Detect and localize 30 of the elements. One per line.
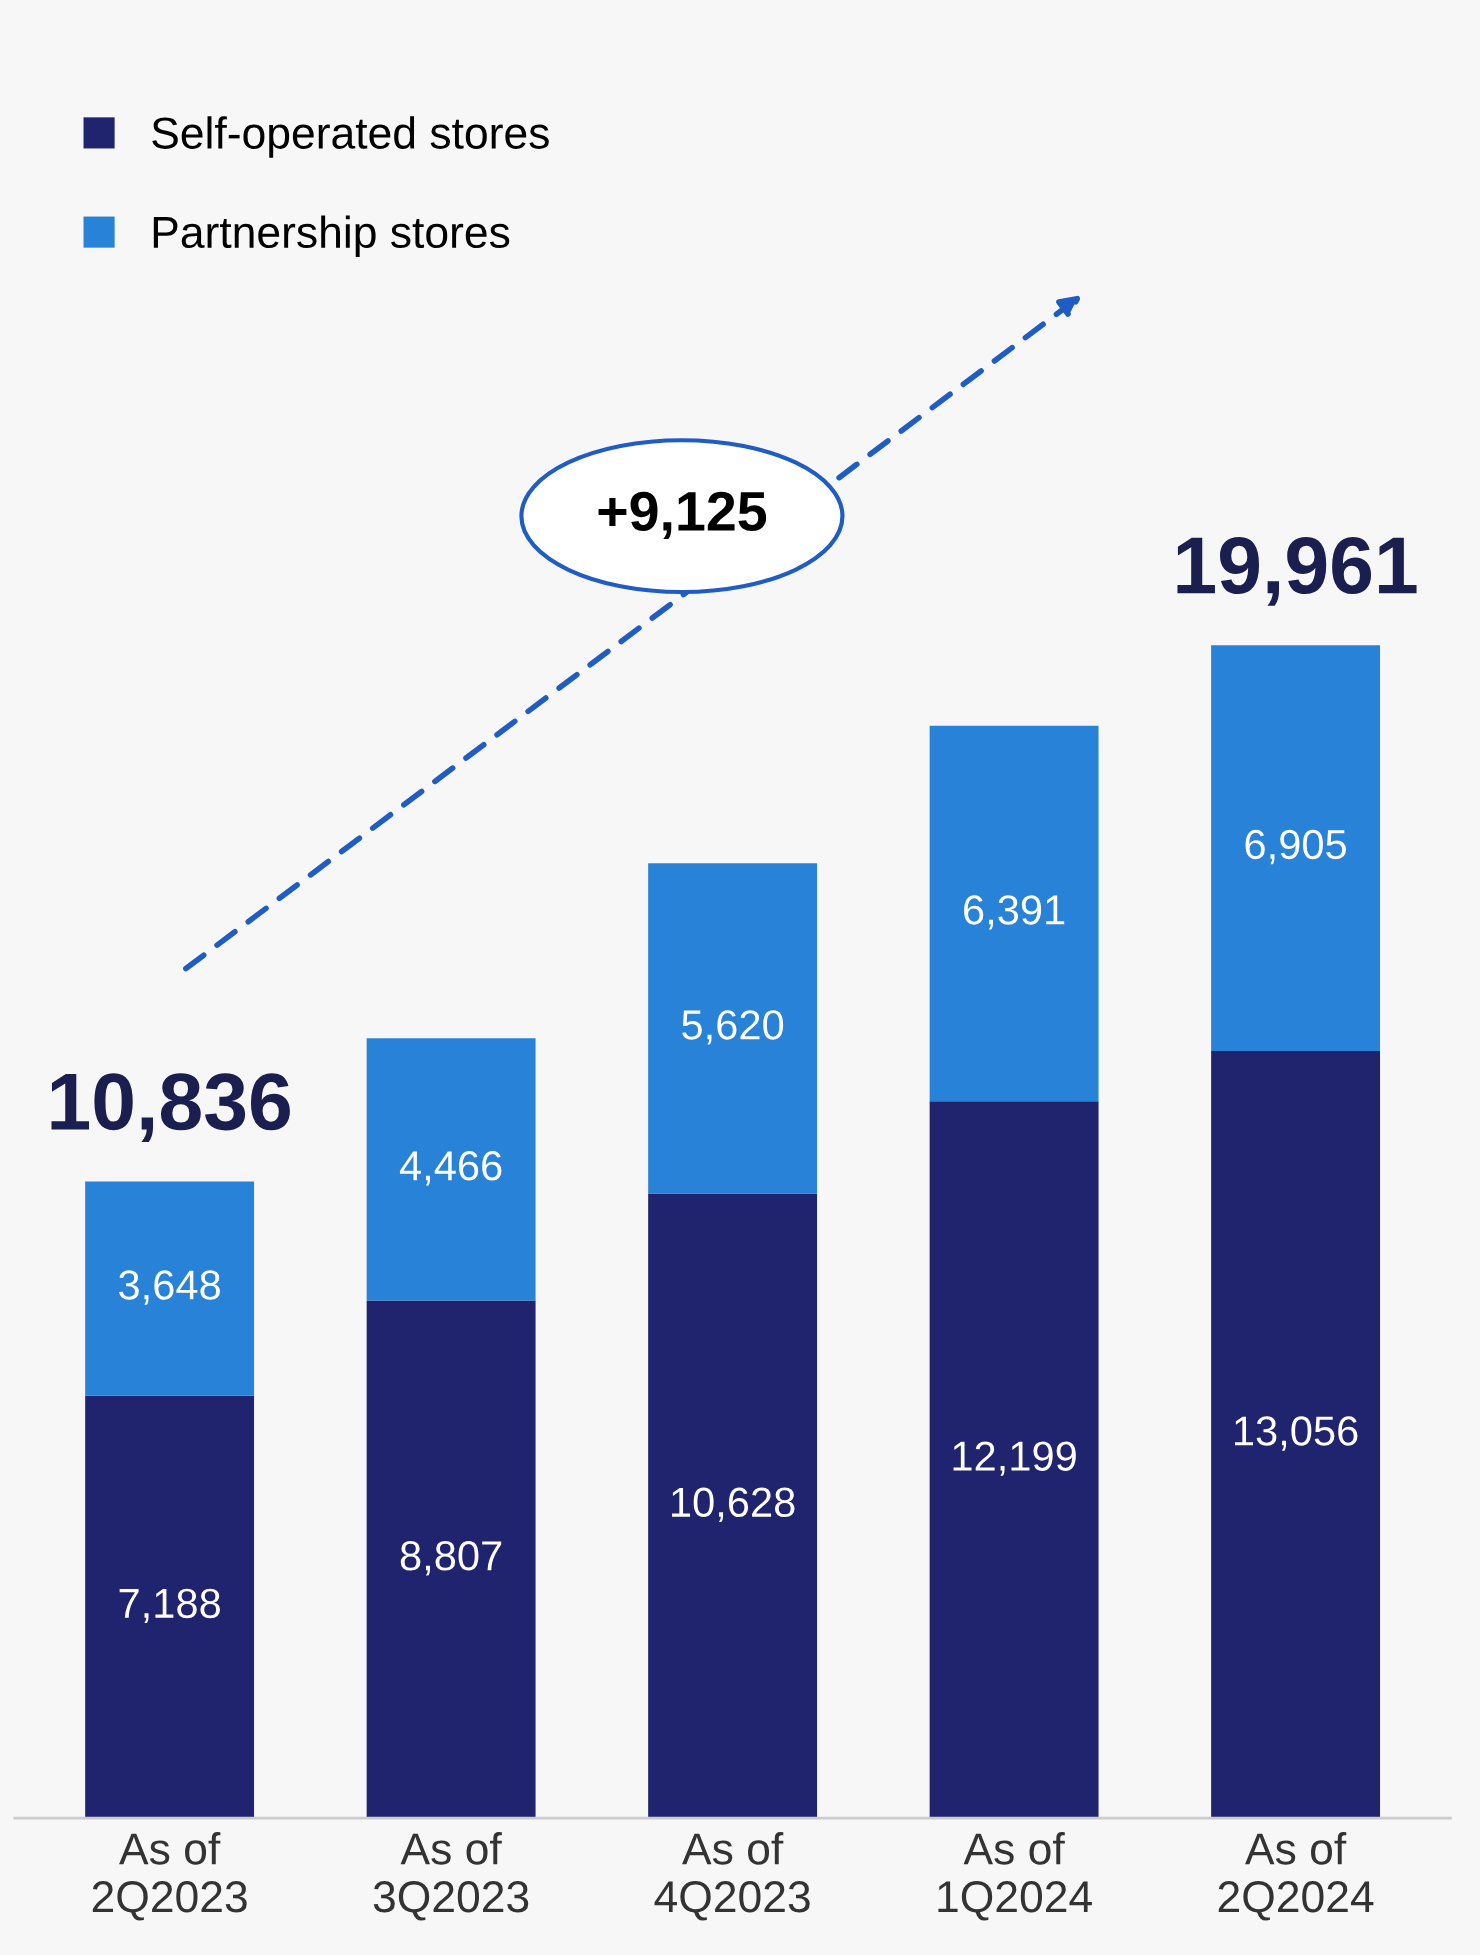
bar <box>366 1038 536 1301</box>
data-label: 7,188 <box>119 1588 220 1624</box>
legend-label: Self-operated stores <box>152 116 549 158</box>
bar <box>929 1101 1099 1819</box>
data-label: 12,199 <box>953 1441 1076 1476</box>
data-label: 10,628 <box>672 1487 795 1522</box>
data-label: 5,620 <box>682 1010 784 1045</box>
legend-label: Partnership stores <box>153 215 510 257</box>
bar <box>85 1395 255 1819</box>
bar <box>648 863 818 1194</box>
x-tick-label: As of 2Q2023 <box>92 1832 247 1921</box>
bar <box>1211 1050 1381 1819</box>
x-tick-label: As of 4Q2023 <box>654 1832 810 1921</box>
data-label: 8,807 <box>400 1541 502 1576</box>
text: +9,125 <box>598 491 767 540</box>
bar <box>929 725 1099 1102</box>
data-label: 4,466 <box>399 1151 502 1186</box>
total-label: 10,836 <box>51 1073 290 1142</box>
x-tick-label: As of 1Q2024 <box>938 1832 1092 1921</box>
data-label: 3,648 <box>119 1270 220 1305</box>
x-tick-label: As of 2Q2024 <box>1218 1832 1374 1921</box>
bar <box>648 1193 818 1819</box>
total-label: 19,961 <box>1177 536 1417 606</box>
data-label: 6,391 <box>964 895 1065 930</box>
bar <box>366 1300 536 1819</box>
data-label: 13,056 <box>1235 1416 1358 1451</box>
data-label: 6,905 <box>1245 829 1346 865</box>
bar <box>85 1181 255 1396</box>
bar <box>1211 645 1381 1051</box>
x-tick-label: As of 3Q2023 <box>373 1832 529 1921</box>
